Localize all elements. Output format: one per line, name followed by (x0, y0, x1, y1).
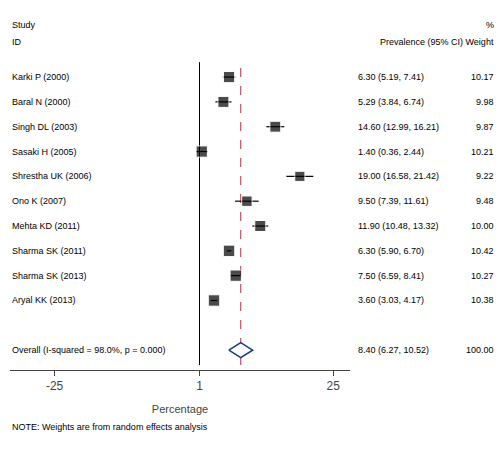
svg-text:Sasaki H (2005): Sasaki H (2005) (12, 147, 77, 157)
svg-text:Sharma SK (2011): Sharma SK (2011) (12, 246, 86, 256)
svg-text:Percentage: Percentage (152, 403, 208, 415)
svg-text:Karki P (2000): Karki P (2000) (12, 72, 69, 82)
svg-text:100.00: 100.00 (466, 345, 494, 355)
svg-text:25: 25 (327, 379, 341, 393)
svg-text:8.40 (6.27, 10.52): 8.40 (6.27, 10.52) (358, 345, 429, 355)
svg-text:9.87: 9.87 (476, 122, 494, 132)
svg-text:9.48: 9.48 (476, 196, 494, 206)
svg-text:ID: ID (12, 37, 22, 47)
svg-text:Mehta KD (2011): Mehta KD (2011) (12, 221, 80, 231)
svg-text:10.38: 10.38 (471, 295, 494, 305)
svg-text:19.00 (16.58, 21.42): 19.00 (16.58, 21.42) (358, 171, 439, 181)
svg-text:9.98: 9.98 (476, 97, 494, 107)
svg-text:9.50 (7.39, 11.61): 9.50 (7.39, 11.61) (358, 196, 428, 206)
svg-text:Baral N (2000): Baral N (2000) (12, 97, 71, 107)
svg-text:Prevalence (95% CI) Weight: Prevalence (95% CI) Weight (380, 37, 494, 47)
svg-text:10.17: 10.17 (471, 72, 494, 82)
svg-text:Aryal KK (2013): Aryal KK (2013) (12, 295, 76, 305)
svg-text:9.22: 9.22 (476, 171, 494, 181)
svg-text:6.30 (5.19, 7.41): 6.30 (5.19, 7.41) (358, 72, 424, 82)
svg-text:%: % (486, 20, 494, 30)
svg-text:10.42: 10.42 (471, 246, 494, 256)
svg-text:10.21: 10.21 (471, 147, 494, 157)
svg-text:7.50 (6.59, 8.41): 7.50 (6.59, 8.41) (358, 271, 424, 281)
svg-text:Shrestha UK (2006): Shrestha UK (2006) (12, 171, 92, 181)
svg-text:Overall (I-squared = 98.0%, p: Overall (I-squared = 98.0%, p = 0.000) (12, 345, 166, 355)
svg-text:5.29 (3.84, 6.74): 5.29 (3.84, 6.74) (358, 97, 424, 107)
svg-text:3.60 (3.03, 4.17): 3.60 (3.03, 4.17) (358, 295, 424, 305)
svg-text:10.00: 10.00 (471, 221, 494, 231)
svg-text:NOTE: Weights are from random: NOTE: Weights are from random effects an… (12, 422, 208, 432)
svg-text:1.40 (0.36, 2.44): 1.40 (0.36, 2.44) (358, 147, 424, 157)
svg-text:Sharma SK (2013): Sharma SK (2013) (12, 271, 87, 281)
svg-text:Study: Study (12, 20, 36, 30)
svg-text:Ono K (2007): Ono K (2007) (12, 196, 66, 206)
svg-text:6.30 (5.90, 6.70): 6.30 (5.90, 6.70) (358, 246, 424, 256)
svg-text:1: 1 (196, 379, 203, 393)
svg-text:Singh DL (2003): Singh DL (2003) (12, 122, 77, 132)
svg-text:14.60 (12.99, 16.21): 14.60 (12.99, 16.21) (358, 122, 439, 132)
svg-text:11.90 (10.48, 13.32): 11.90 (10.48, 13.32) (358, 221, 438, 231)
svg-text:10.27: 10.27 (471, 271, 494, 281)
svg-text:-25: -25 (46, 379, 64, 393)
